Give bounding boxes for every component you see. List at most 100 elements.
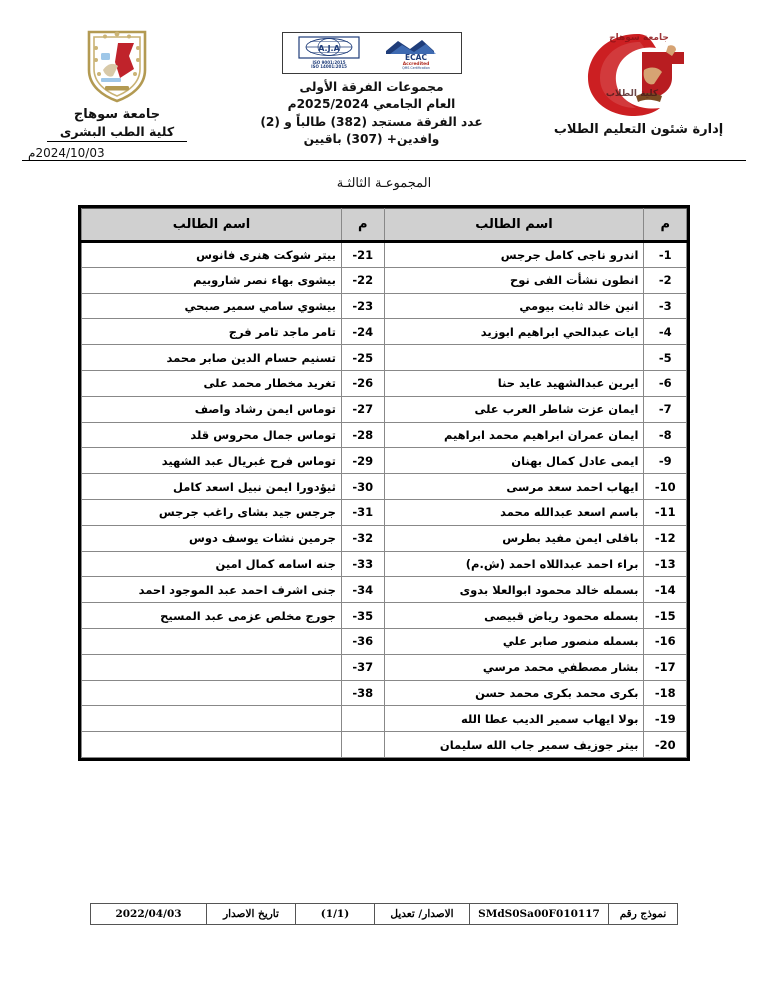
table-body: -1 اندرو ناجى كامل جرجس -21 بيتر شوكت هنرى …	[81, 241, 687, 758]
cell-name-left: جنه اسامه كمال امين	[81, 550, 342, 578]
faculty-red-crescent-logo-icon: جامعة سوهاج كلية الطلاب	[580, 26, 698, 122]
header-title-line-1: مجموعات الفرقة الأولى	[299, 80, 444, 94]
cell-num-right: -14	[643, 576, 687, 604]
footer-page-number: (1/1)	[295, 903, 375, 925]
university-header-block: جامعة سوهاج كلية الطب البشرى 2024/10/03م	[22, 26, 212, 160]
cell-name-left: توماس جمال محروس قلد	[81, 421, 342, 449]
cell-name-right: انطون نشأت الفى نوح	[383, 266, 645, 294]
footer-form-code: SMdS0Sa00F010117	[469, 903, 609, 925]
table-row: -3 انين خالد ثابت بيومي -23 بيشوي سامي سمير…	[81, 292, 687, 320]
cell-name-right: بكرى محمد بكرى محمد حسن	[383, 679, 645, 707]
table-row: -10 ايهاب احمد سعد مرسى -30 ثيؤدورا ايمن نب…	[81, 473, 687, 500]
cell-name-left	[81, 731, 342, 758]
cell-num-right: -15	[643, 602, 687, 629]
cell-name-right: ايرين عبدالشهيد عايد حنا	[383, 369, 645, 397]
cell-name-left: تغريد مخطار محمد على	[81, 369, 342, 397]
cell-name-left: تسنيم حسام الدين صابر محمد	[81, 344, 342, 371]
cell-num-right: -12	[643, 524, 687, 552]
cell-num-right: -8	[643, 421, 687, 449]
cell-name-right: بسمله منصور صابر علي	[383, 627, 645, 655]
cell-num-left: -32	[340, 524, 385, 552]
header-num-right: م	[643, 208, 687, 243]
cell-name-right: بشار مصطفي محمد مرسي	[383, 653, 645, 681]
cell-name-right: ايمى عادل كمال بهنان	[383, 447, 645, 475]
cell-num-left: -31	[340, 498, 385, 526]
table-row: -16 بسمله منصور صابر علي -36	[81, 627, 687, 655]
cell-num-left: -22	[340, 266, 385, 294]
cell-num-right: -17	[643, 653, 687, 681]
cell-name-right: بافلى ايمن مفيد بطرس	[383, 524, 645, 552]
cell-num-right: -18	[643, 679, 687, 707]
cell-name-left: تامر ماجد تامر فرج	[81, 318, 342, 346]
svg-text:ECAC: ECAC	[405, 53, 427, 62]
table-row: -14 بسمله خالد محمود ابوالعلا بدوى -34 جنى …	[81, 576, 687, 604]
cell-num-right: -10	[643, 473, 687, 500]
cell-num-right: -4	[643, 318, 687, 346]
svg-text:جامعة سوهاج: جامعة سوهاج	[609, 33, 669, 43]
cell-name-left: جورج مخلص عزمى عبد المسيح	[81, 602, 342, 629]
table-row: -11 باسم اسعد عبدالله محمد -31 جرجس جيد بشا…	[81, 498, 687, 526]
svg-text:Accredited: Accredited	[403, 61, 430, 67]
group-title: المجموعـة الثالثـة	[336, 176, 432, 191]
cell-name-left: بيشوى بهاء نصر شاروبيم	[81, 266, 342, 294]
cell-name-left	[81, 705, 342, 733]
cell-num-left: -26	[340, 369, 385, 397]
cell-num-left: -35	[340, 602, 385, 629]
table-row: -5 -25 تسنيم حسام الدين صابر محمد	[81, 344, 687, 371]
cell-num-left: -34	[340, 576, 385, 604]
cell-num-right: -1	[643, 241, 687, 268]
table-row: -20 بيتر جوزيف سمير جاب الله سليمان	[81, 731, 687, 758]
table-row: -7 ايمان عزت شاطر العرب على -27 توماس ايمن …	[81, 395, 687, 423]
cell-num-left: -37	[340, 653, 385, 681]
cell-name-right: بسمله خالد محمود ابوالعلا بدوى	[383, 576, 645, 604]
cell-num-right: -11	[643, 498, 687, 526]
cell-name-right: ايمان عزت شاطر العرب على	[383, 395, 645, 423]
header-title-lines: مجموعات الفرقة الأولى العام الجامعي 2025…	[247, 79, 497, 148]
svg-text:كلية الطلاب: كلية الطلاب	[605, 89, 658, 99]
svg-text:QMS Certification: QMS Certification	[402, 66, 430, 70]
title-block: ECAC Accredited QMS Certification A.J.A	[247, 26, 497, 148]
header-title-line-2: العام الجامعي 2025/2024م	[287, 97, 456, 112]
cell-num-right: -9	[643, 447, 687, 475]
cell-name-left: بيشوي سامي سمير صبحي	[81, 292, 342, 320]
table-row: -1 اندرو ناجى كامل جرجس -21 بيتر شوكت هنرى …	[81, 241, 687, 268]
table-row: -15 بسمله محمود رياض قبيصى -35 جورج مخلص عز…	[81, 602, 687, 629]
cell-name-left: بيتر شوكت هنرى فانوس	[81, 241, 342, 268]
cell-num-left	[340, 705, 385, 733]
cell-name-right	[383, 344, 645, 371]
cell-name-right: بيتر جوزيف سمير جاب الله سليمان	[383, 731, 645, 758]
table-row: -17 بشار مصطفي محمد مرسي -37	[81, 653, 687, 681]
cell-name-left: جنى اشرف احمد عبد الموجود احمد	[81, 576, 342, 604]
accreditation-logo-box: ECAC Accredited QMS Certification A.J.A	[281, 32, 462, 74]
cell-name-left: جرمين نشات يوسف دوس	[81, 524, 342, 552]
ecac-accreditation-logo-icon: ECAC Accredited QMS Certification	[376, 35, 456, 71]
table-row: -12 بافلى ايمن مفيد بطرس -32 جرمين نشات يوس…	[81, 524, 687, 552]
table-row: -2 انطون نشأت الفى نوح -22 بيشوى بهاء نصر ش…	[81, 266, 687, 294]
table-row: -6 ايرين عبدالشهيد عايد حنا -26 تغريد مخطار…	[81, 369, 687, 397]
university-crest-icon	[85, 26, 149, 104]
document-header: جامعة سوهاج كلية الطب البشرى 2024/10/03م…	[22, 26, 746, 176]
cell-num-left: -27	[340, 395, 385, 423]
faculty-name: كلية الطب البشرى	[47, 124, 187, 142]
footer-issue-date: 2022/04/03	[90, 903, 207, 925]
cell-name-left	[81, 627, 342, 655]
header-name-left: اسم الطالب	[81, 208, 342, 243]
table-row: -19 بولا ايهاب سمير الديب عطا الله	[81, 705, 687, 733]
table-row: -9 ايمى عادل كمال بهنان -29 توماس فرح غبريا…	[81, 447, 687, 475]
table-header-row: م اسم الطالب م اسم الطالب	[81, 208, 687, 243]
cell-num-right: -2	[643, 266, 687, 294]
cell-num-left: -33	[340, 550, 385, 578]
header-num-left: م	[340, 208, 385, 243]
cell-num-left: -28	[340, 421, 385, 449]
cell-num-right: -3	[643, 292, 687, 320]
cell-name-right: بولا ايهاب سمير الديب عطا الله	[383, 705, 645, 733]
cell-num-left: -25	[340, 344, 385, 371]
svg-text:A.J.A: A.J.A	[318, 44, 340, 53]
cell-name-right: انين خالد ثابت بيومي	[383, 292, 645, 320]
aja-iso-globe-logo-icon: A.J.A ISO 9001:2015 ISO 14001:2015	[287, 35, 367, 71]
department-name: إدارة شئون التعليم الطلاب	[553, 122, 724, 137]
cell-num-left: -36	[340, 627, 385, 655]
cell-num-right: -16	[643, 627, 687, 655]
cell-name-left: جرجس جيد بشاى راغب جرجس	[81, 498, 342, 526]
